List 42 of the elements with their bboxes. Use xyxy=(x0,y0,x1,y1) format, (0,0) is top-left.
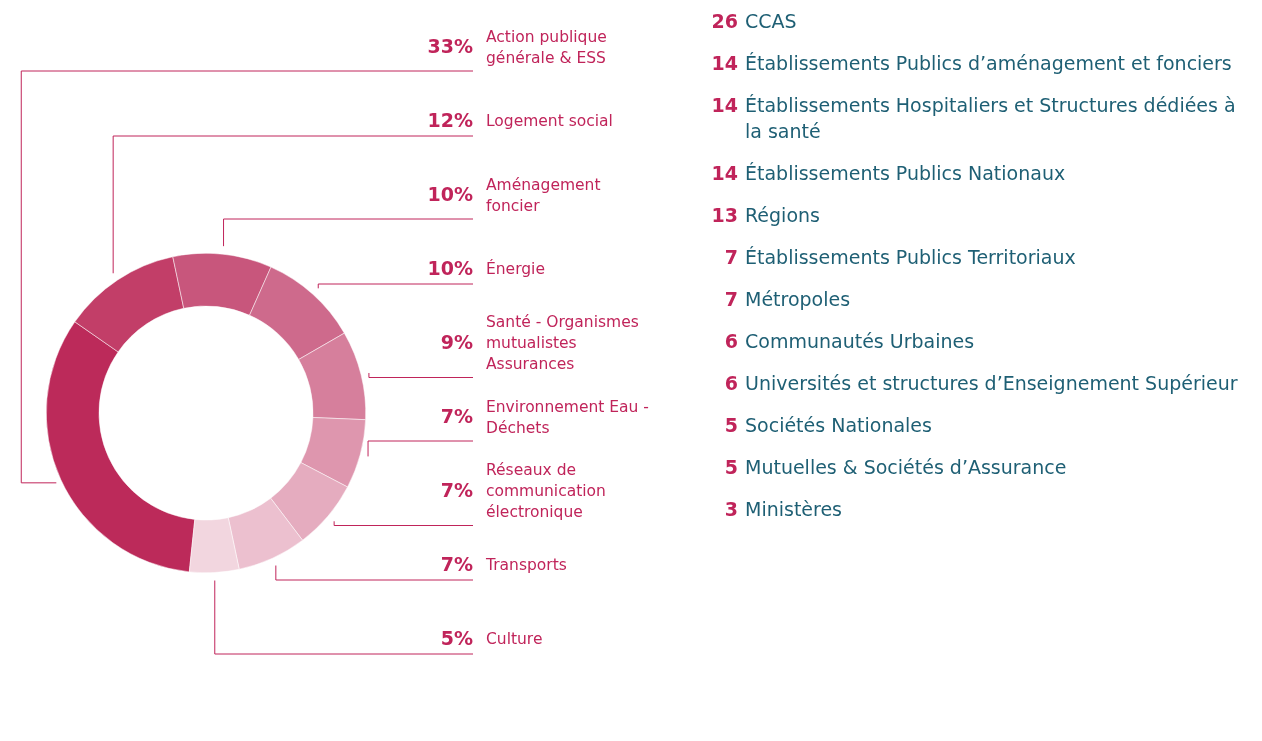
data-label: 13 xyxy=(710,203,738,228)
data-label: 14 xyxy=(710,93,738,118)
data-label: 5 xyxy=(723,455,738,480)
category-label: Ministères xyxy=(745,497,843,522)
category-label: CCAS xyxy=(745,9,797,34)
slice-label: Aménagement foncier xyxy=(486,175,601,215)
data-label: 7 xyxy=(723,245,738,270)
category-label: Établissements Publics d’aménagement et fonciers xyxy=(745,51,1232,76)
slice-label: Énergie xyxy=(486,259,545,279)
category-label: Régions xyxy=(745,203,820,228)
data-label: 10% xyxy=(427,256,473,279)
data-label: 7% xyxy=(440,404,473,427)
data-label: 5 xyxy=(723,413,738,438)
category-label: Communautés Urbaines xyxy=(745,329,975,354)
slice-label: Transports xyxy=(485,556,567,575)
data-label: 9% xyxy=(440,330,473,353)
category-label: Établissements Publics Territoriaux xyxy=(745,245,1076,270)
slice-label: Réseaux de communication électronique xyxy=(486,461,606,522)
data-label: 7% xyxy=(440,552,473,575)
data-label: 7 xyxy=(723,287,738,312)
data-label: 14 xyxy=(710,51,738,76)
slice-label: Logement social xyxy=(486,112,613,131)
data-label: 7% xyxy=(440,478,473,501)
category-label: Métropoles xyxy=(745,287,851,312)
data-label: 3 xyxy=(723,497,738,522)
slice-label: Environnement Eau - Déchets xyxy=(486,397,649,437)
data-label: 10% xyxy=(427,182,473,205)
category-label: Universités et structures d’Enseignement Supérieur xyxy=(745,371,1238,396)
slice-label: Culture xyxy=(486,630,543,649)
category-label: Sociétés Nationales xyxy=(745,413,932,438)
data-label: 26 xyxy=(710,9,738,34)
data-label: 12% xyxy=(427,108,473,131)
data-label: 5% xyxy=(440,626,473,649)
data-label: 6 xyxy=(723,371,738,396)
data-label: 33% xyxy=(427,34,473,57)
category-label: Établissements Publics Nationaux xyxy=(745,161,1066,186)
slice-label: Santé - Organismes mutualistes Assurances xyxy=(486,313,639,374)
category-label: Établissements Hospitaliers et Structures dédiées à la santé xyxy=(745,93,1237,144)
data-label: 6 xyxy=(723,329,738,354)
category-label: Mutuelles & Sociétés d’Assurance xyxy=(745,455,1067,480)
slice-label: Action publique générale & ESS xyxy=(486,27,607,67)
data-label: 14 xyxy=(710,161,738,186)
